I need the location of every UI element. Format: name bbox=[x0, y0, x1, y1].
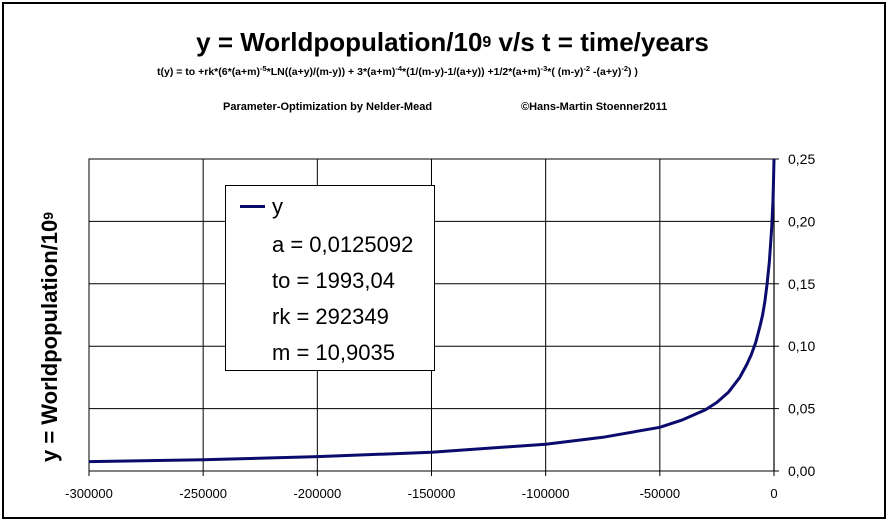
chart-subtitle-right: ©Hans-Martin Stoenner2011 bbox=[521, 101, 668, 113]
legend-series-label: y bbox=[272, 194, 283, 219]
legend-param-a: a = 0,0125092 bbox=[272, 232, 414, 257]
y-tick-label: 0,00 bbox=[788, 463, 815, 479]
y-tick-label: 0,25 bbox=[788, 151, 815, 167]
y-tick-label: 0,15 bbox=[788, 276, 815, 292]
y-tick-label: 0,20 bbox=[788, 213, 815, 229]
x-tick-label: -150000 bbox=[408, 486, 456, 501]
legend-param-m: m = 10,9035 bbox=[272, 340, 395, 365]
x-tick-label: -50000 bbox=[640, 486, 680, 501]
y-tick-label: 0,05 bbox=[788, 401, 815, 417]
chart-legend: y a = 0,0125092 to = 1993,04 rk = 292349… bbox=[225, 185, 435, 371]
x-tick-label: -200000 bbox=[293, 486, 341, 501]
x-tick-label: -250000 bbox=[179, 486, 227, 501]
x-tick-label: -100000 bbox=[522, 486, 570, 501]
y-tick-label: 0,10 bbox=[788, 338, 815, 354]
chart-title: y = Worldpopulation/109 v/s t = time/yea… bbox=[196, 27, 709, 57]
x-tick-label: 0 bbox=[770, 486, 777, 501]
legend-series-swatch bbox=[240, 205, 265, 208]
x-tick-label: -300000 bbox=[65, 486, 113, 501]
legend-param-to: to = 1993,04 bbox=[272, 268, 395, 293]
series-line-y bbox=[88, 158, 776, 464]
chart-subtitle-left: Parameter-Optimization by Nelder-Mead bbox=[223, 101, 433, 113]
legend-param-rk: rk = 292349 bbox=[272, 304, 389, 329]
chart-formula: t(y) = to +rk*(6*(a+m)-5*LN((a+y)/(m-y))… bbox=[157, 64, 638, 78]
